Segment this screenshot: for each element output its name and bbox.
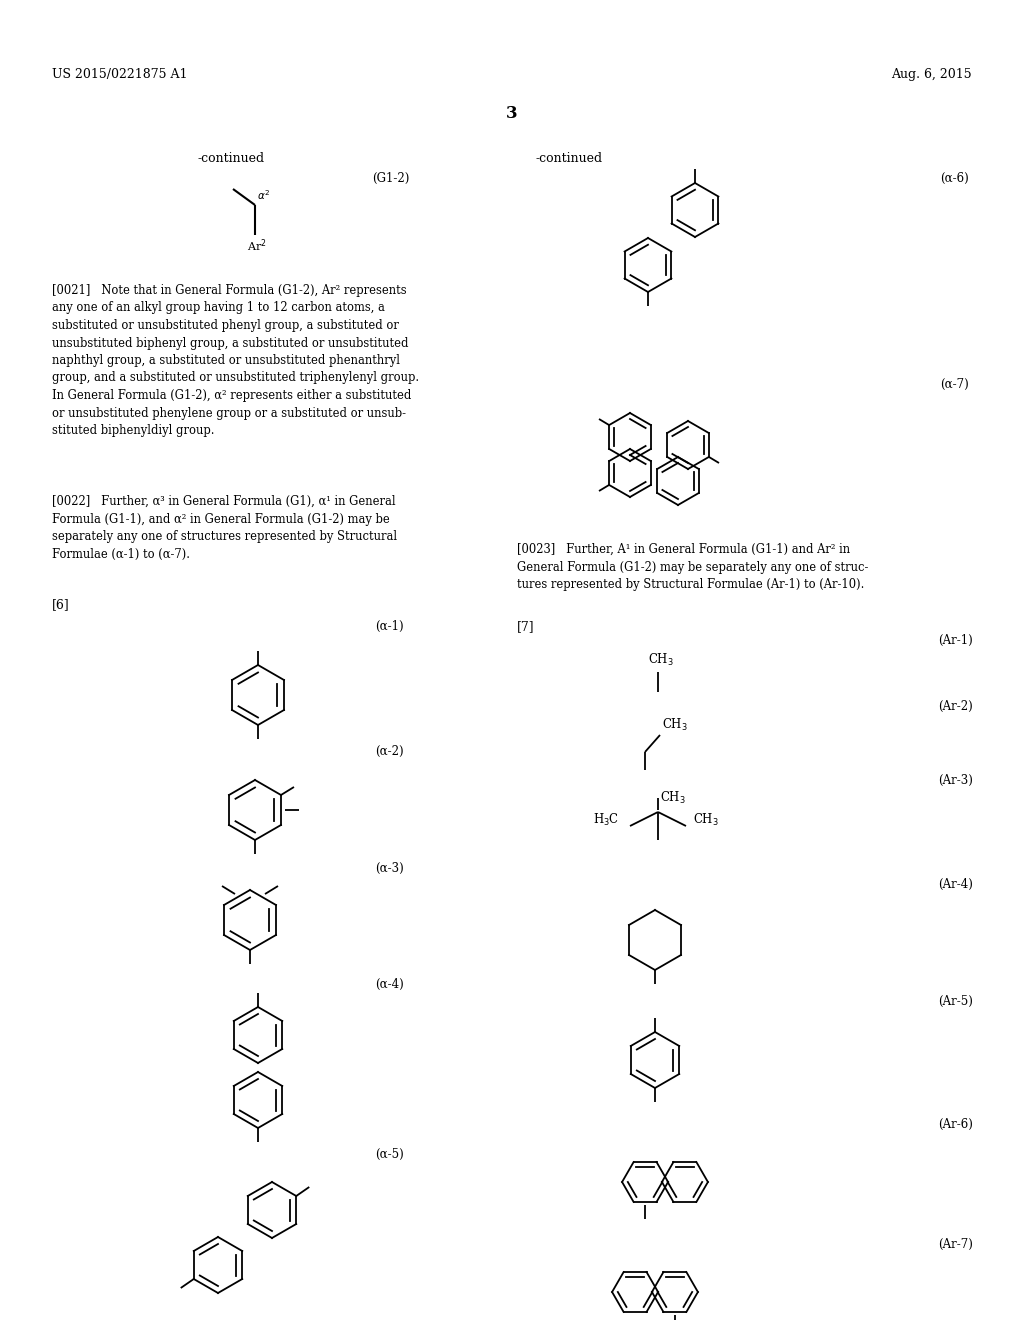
Text: -continued: -continued bbox=[198, 152, 265, 165]
Text: (Ar-1): (Ar-1) bbox=[938, 634, 973, 647]
Text: (α-4): (α-4) bbox=[375, 978, 403, 991]
Text: H$_3$C: H$_3$C bbox=[593, 812, 620, 828]
Text: (α-7): (α-7) bbox=[940, 378, 969, 391]
Text: $\alpha^2$: $\alpha^2$ bbox=[257, 189, 270, 202]
Text: CH$_3$: CH$_3$ bbox=[648, 652, 674, 668]
Text: [7]: [7] bbox=[517, 620, 535, 634]
Text: US 2015/0221875 A1: US 2015/0221875 A1 bbox=[52, 69, 187, 81]
Text: (Ar-2): (Ar-2) bbox=[938, 700, 973, 713]
Text: (Ar-6): (Ar-6) bbox=[938, 1118, 973, 1131]
Text: (α-3): (α-3) bbox=[375, 862, 403, 875]
Text: Aug. 6, 2015: Aug. 6, 2015 bbox=[891, 69, 972, 81]
Text: [6]: [6] bbox=[52, 598, 70, 611]
Text: Ar$^2$: Ar$^2$ bbox=[247, 238, 266, 253]
Text: CH$_3$: CH$_3$ bbox=[660, 789, 686, 807]
Text: (Ar-4): (Ar-4) bbox=[938, 878, 973, 891]
Text: [0022]   Further, α³ in General Formula (G1), α¹ in General
Formula (G1-1), and : [0022] Further, α³ in General Formula (G… bbox=[52, 495, 397, 561]
Text: (Ar-5): (Ar-5) bbox=[938, 995, 973, 1008]
Text: (α-5): (α-5) bbox=[375, 1148, 403, 1162]
Text: (Ar-3): (Ar-3) bbox=[938, 774, 973, 787]
Text: CH$_3$: CH$_3$ bbox=[693, 812, 719, 828]
Text: (Ar-7): (Ar-7) bbox=[938, 1238, 973, 1251]
Text: (G1-2): (G1-2) bbox=[372, 172, 410, 185]
Text: [0023]   Further, A¹ in General Formula (G1-1) and Ar² in
General Formula (G1-2): [0023] Further, A¹ in General Formula (G… bbox=[517, 543, 868, 591]
Text: CH$_3$: CH$_3$ bbox=[662, 717, 688, 733]
Text: -continued: -continued bbox=[535, 152, 602, 165]
Text: [0021]   Note that in General Formula (G1-2), Ar² represents
any one of an alkyl: [0021] Note that in General Formula (G1-… bbox=[52, 284, 419, 437]
Text: 3: 3 bbox=[506, 106, 518, 121]
Text: (α-6): (α-6) bbox=[940, 172, 969, 185]
Text: (α-1): (α-1) bbox=[375, 620, 403, 634]
Text: (α-2): (α-2) bbox=[375, 744, 403, 758]
